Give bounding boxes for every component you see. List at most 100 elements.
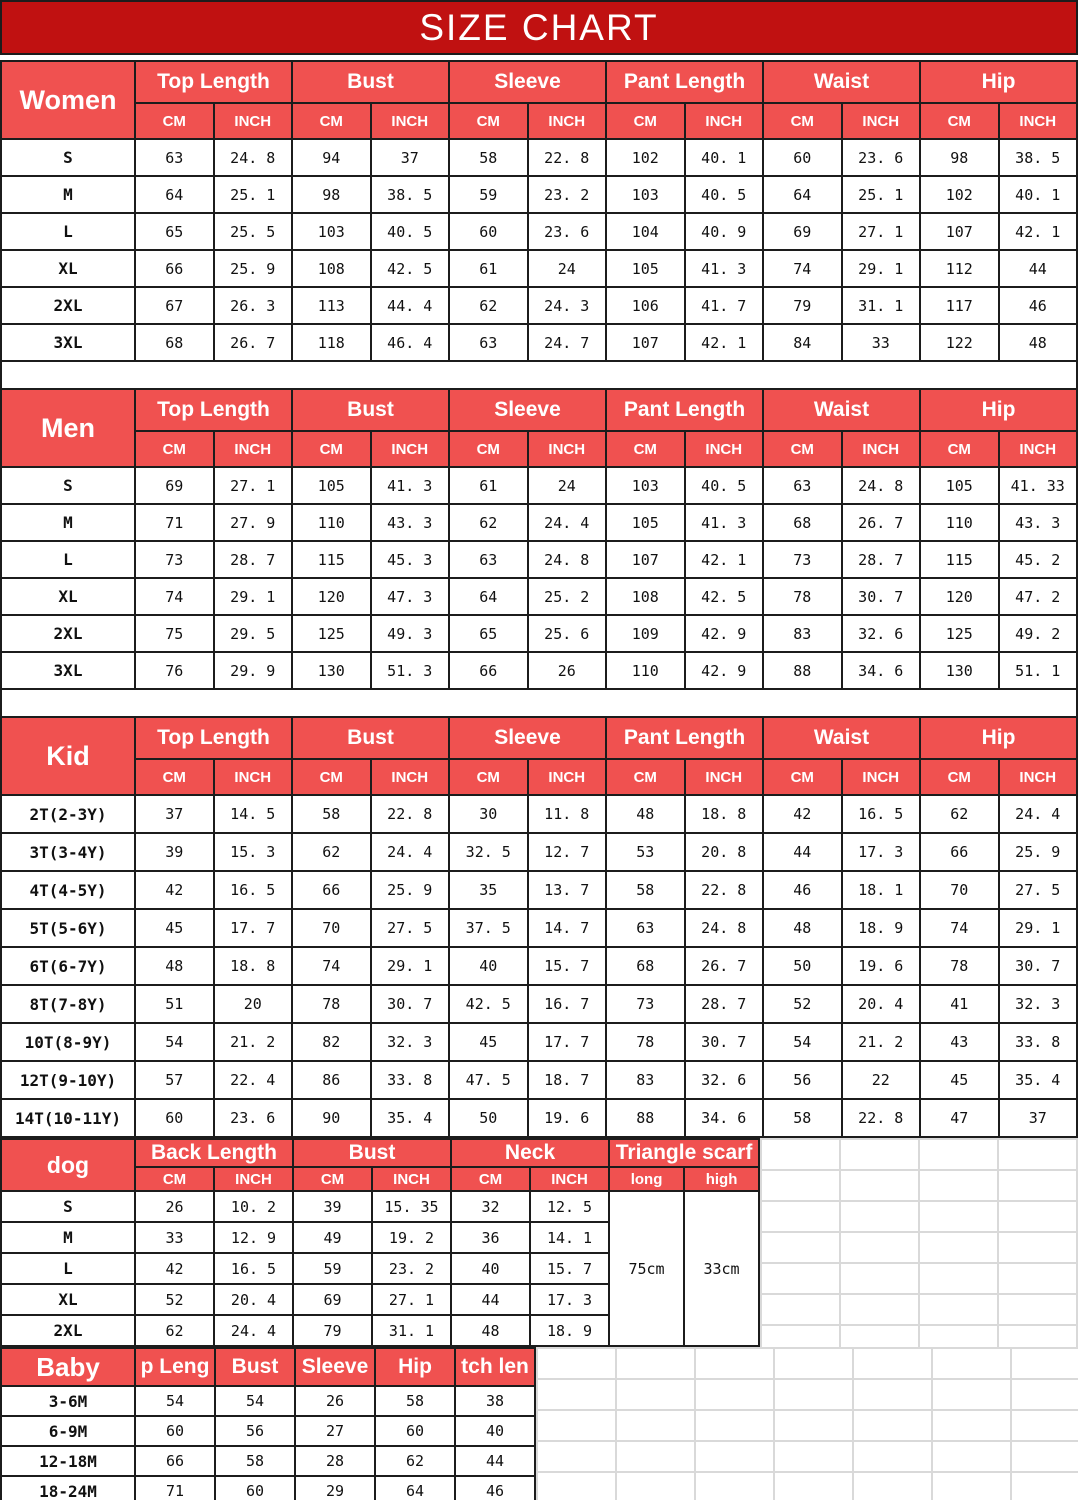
size-cell: 42. 1 xyxy=(683,540,764,579)
size-cell: 63 xyxy=(762,466,843,505)
size-cell: 42 xyxy=(134,870,215,910)
size-cell: 48 xyxy=(997,323,1078,362)
women-table-head: Women Top Length Bust Sleeve Pant Length Wais… xyxy=(0,60,1078,140)
baby-section-row: Baby p Leng Bust Sleeve Hip tch len 3-6M 54 54 26… xyxy=(0,1347,1078,1500)
size-cell: 38. 5 xyxy=(997,138,1078,177)
column-header: Bust xyxy=(214,1347,296,1387)
size-row-label: 6T(6-7Y) xyxy=(0,946,136,986)
size-row-label: 18-24M xyxy=(0,1475,136,1500)
size-cell: 29. 1 xyxy=(840,249,921,288)
size-row-label: 4T(4-5Y) xyxy=(0,870,136,910)
size-cell: 65 xyxy=(448,614,529,653)
size-cell: 88 xyxy=(605,1098,686,1138)
size-cell: 110 xyxy=(291,503,372,542)
size-cell: 45 xyxy=(919,1060,1000,1100)
unit-header: CM xyxy=(134,430,215,468)
size-cell: 104 xyxy=(605,212,686,251)
column-group-header: Pant Length xyxy=(605,716,764,760)
table-row: 12T(9-10Y) 57 22. 4 86 33. 8 47. 5 18. 7 83 32. … xyxy=(0,1060,1078,1100)
size-cell: 56 xyxy=(762,1060,843,1100)
size-cell: 107 xyxy=(605,540,686,579)
size-row-label: L xyxy=(0,1252,136,1285)
size-cell: 38. 5 xyxy=(369,175,450,214)
size-cell: 48 xyxy=(605,794,686,834)
size-row-label: 12-18M xyxy=(0,1445,136,1477)
size-cell: 59 xyxy=(292,1252,373,1285)
size-cell: 32. 5 xyxy=(448,832,529,872)
size-cell: 79 xyxy=(292,1314,373,1347)
size-cell: 105 xyxy=(291,466,372,505)
size-cell: 56 xyxy=(214,1415,296,1447)
table-row: 3-6M 54 54 26 58 38 xyxy=(0,1385,536,1417)
size-cell: 24. 8 xyxy=(840,466,921,505)
table-row: 18-24M 71 60 29 64 46 xyxy=(0,1475,536,1500)
size-cell: 50 xyxy=(448,1098,529,1138)
size-row-label: 5T(5-6Y) xyxy=(0,908,136,948)
size-cell: 26 xyxy=(526,651,607,690)
section-divider xyxy=(0,690,1078,716)
women-table-body: S 63 24. 8 94 37 58 22. 8 102 40. 1 60 23. 6 98 38. … xyxy=(0,138,1078,362)
unit-header: CM xyxy=(762,102,843,140)
size-row-label: M xyxy=(0,503,136,542)
size-cell: 40. 1 xyxy=(997,175,1078,214)
size-cell: 48 xyxy=(762,908,843,948)
size-cell: 33 xyxy=(840,323,921,362)
size-cell: 98 xyxy=(291,175,372,214)
size-cell: 69 xyxy=(762,212,843,251)
table-row: L 65 25. 5 103 40. 5 60 23. 6 104 40. 9 69 27. 1 10… xyxy=(0,212,1078,251)
size-cell: 47 xyxy=(919,1098,1000,1138)
size-cell: 24 xyxy=(526,466,607,505)
size-cell: 22. 8 xyxy=(683,870,764,910)
unit-header: high xyxy=(683,1166,761,1192)
size-cell: 60 xyxy=(762,138,843,177)
size-cell: 51. 3 xyxy=(369,651,450,690)
size-cell: 41. 7 xyxy=(683,286,764,325)
size-row-label: 14T(10-11Y) xyxy=(0,1098,136,1138)
size-cell: 67 xyxy=(134,286,215,325)
scarf-long-cell: 75cm xyxy=(608,1190,686,1347)
kid-size-table: Kid Top Length Bust Sleeve Pant Length Waist H… xyxy=(0,716,1078,1138)
size-cell: 44 xyxy=(454,1445,536,1477)
size-cell: 58 xyxy=(448,138,529,177)
unit-header: INCH xyxy=(997,102,1078,140)
size-cell: 62 xyxy=(448,286,529,325)
size-cell: 24. 8 xyxy=(212,138,293,177)
size-cell: 21. 2 xyxy=(212,1022,293,1062)
women-size-table: Women Top Length Bust Sleeve Pant Length Wais… xyxy=(0,60,1078,362)
unit-header: CM xyxy=(448,102,529,140)
size-cell: 84 xyxy=(762,323,843,362)
size-cell: 25. 6 xyxy=(526,614,607,653)
column-group-header: Top Length xyxy=(134,716,293,760)
size-cell: 76 xyxy=(134,651,215,690)
column-group-header: Waist xyxy=(762,60,921,104)
table-row: 4T(4-5Y) 42 16. 5 66 25. 9 35 13. 7 58 22. 8 46 18… xyxy=(0,870,1078,910)
size-cell: 51 xyxy=(134,984,215,1024)
size-cell: 54 xyxy=(214,1385,296,1417)
table-row: 8T(7-8Y) 51 20 78 30. 7 42. 5 16. 7 73 28. 7 52 20… xyxy=(0,984,1078,1024)
size-cell: 32. 6 xyxy=(840,614,921,653)
table-row: 12-18M 66 58 28 62 44 xyxy=(0,1445,536,1477)
size-cell: 18. 7 xyxy=(526,1060,607,1100)
size-cell: 26. 7 xyxy=(212,323,293,362)
table-row: 2T(2-3Y) 37 14. 5 58 22. 8 30 11. 8 48 18. 8 42 16… xyxy=(0,794,1078,834)
table-row: S 69 27. 1 105 41. 3 61 24 103 40. 5 63 24. 8 105 41… xyxy=(0,466,1078,505)
size-row-label: 3-6M xyxy=(0,1385,136,1417)
size-cell: 17. 7 xyxy=(526,1022,607,1062)
size-cell: 50 xyxy=(762,946,843,986)
size-cell: 20. 4 xyxy=(213,1283,294,1316)
size-row-label: 6-9M xyxy=(0,1415,136,1447)
size-cell: 33 xyxy=(134,1221,215,1254)
size-cell: 10. 2 xyxy=(213,1190,294,1223)
scarf-high-cell: 33cm xyxy=(683,1190,761,1347)
size-cell: 27. 1 xyxy=(370,1283,453,1316)
size-cell: 29. 1 xyxy=(997,908,1078,948)
size-row-label: S xyxy=(0,138,136,177)
size-cell: 29 xyxy=(294,1475,376,1500)
size-cell: 71 xyxy=(134,503,215,542)
kid-table-body: 2T(2-3Y) 37 14. 5 58 22. 8 30 11. 8 48 18. 8 42 16… xyxy=(0,794,1078,1138)
size-cell: 20 xyxy=(212,984,293,1024)
size-cell: 31. 1 xyxy=(840,286,921,325)
size-cell: 18. 9 xyxy=(840,908,921,948)
size-cell: 62 xyxy=(374,1445,456,1477)
size-cell: 16. 5 xyxy=(840,794,921,834)
